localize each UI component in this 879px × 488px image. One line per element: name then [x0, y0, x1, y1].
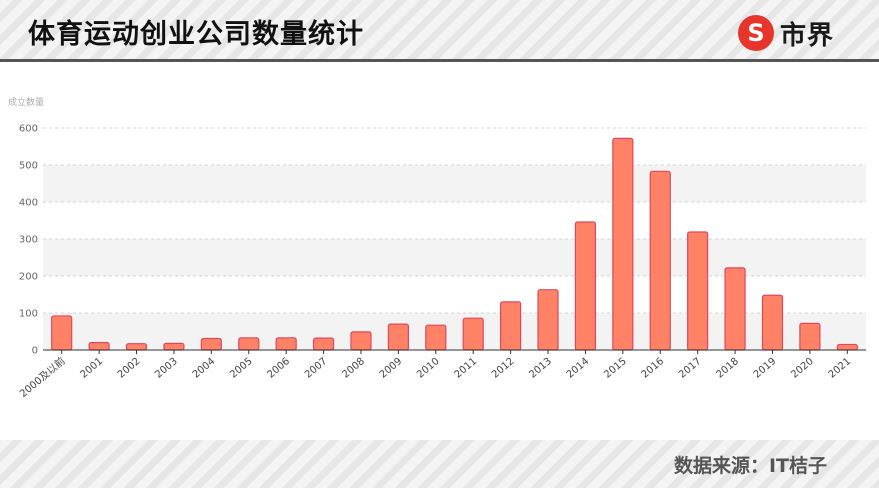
grid-band — [43, 165, 866, 202]
y-tick-label: 200 — [19, 272, 38, 283]
y-axis-ticks: 0 100 200 300 400 500 600 — [19, 124, 38, 357]
bar — [500, 301, 522, 351]
x-tick-label: 2021 — [827, 356, 854, 381]
bar — [649, 170, 671, 351]
bar — [163, 342, 185, 351]
bar — [275, 337, 297, 351]
bar — [761, 294, 784, 351]
x-tick-label: 2019 — [752, 356, 779, 381]
x-tick-label: 2018 — [714, 356, 741, 381]
bar — [724, 267, 746, 351]
header-banner: 体育运动创业公司数量统计 S 市界 — [0, 0, 879, 62]
brand-logo-text: 市界 — [780, 20, 835, 51]
bar — [425, 324, 447, 351]
y-tick-label: 0 — [32, 346, 38, 357]
y-tick-label: 500 — [19, 161, 38, 172]
x-tick-label: 2006 — [266, 356, 293, 381]
bar — [51, 315, 73, 351]
footer-banner: 数据来源：IT桔子 — [0, 440, 879, 488]
bar — [312, 337, 335, 351]
x-tick-label: 2011 — [453, 356, 480, 381]
x-axis-ticks: 2000及以前 2001 2002 2003 2004 2005 2006 2007 2008 2… — [17, 350, 853, 400]
x-tick-label: 2010 — [415, 356, 442, 381]
bar — [125, 343, 148, 351]
x-tick-label: 2012 — [490, 356, 517, 381]
bar — [574, 221, 597, 351]
x-tick-label: 2005 — [228, 356, 255, 381]
y-tick-label: 400 — [19, 198, 38, 209]
bar — [350, 331, 372, 351]
x-tick-label: 2007 — [303, 356, 330, 381]
bar — [238, 337, 260, 351]
x-tick-label: 2020 — [789, 356, 816, 381]
x-tick-label: 2009 — [378, 356, 405, 381]
bar — [836, 343, 858, 351]
x-tick-label: 2015 — [602, 356, 629, 381]
x-tick-label: 2003 — [153, 356, 180, 381]
x-tick-label: 2002 — [116, 356, 143, 381]
y-tick-label: 600 — [19, 124, 38, 135]
x-tick-label: 2017 — [677, 356, 704, 381]
x-tick-label: 2013 — [527, 356, 554, 381]
source-label: 数据来源：IT桔子 — [673, 455, 827, 477]
bar — [687, 231, 709, 351]
x-tick-label: 2001 — [78, 356, 105, 381]
bar — [200, 337, 222, 351]
bar — [88, 342, 110, 351]
bar — [612, 137, 634, 351]
x-tick-label: 2016 — [640, 356, 667, 381]
bar — [799, 322, 821, 351]
bar-chart: 成立数量 0 100 200 300 400 500 600 2000及以前 2001 2002… — [8, 96, 866, 400]
x-tick-label: 2008 — [340, 356, 367, 381]
y-tick-label: 100 — [19, 309, 38, 320]
x-tick-label: 2004 — [191, 356, 218, 381]
y-axis-label: 成立数量 — [8, 96, 44, 108]
brand-logo: S 市界 — [738, 13, 834, 53]
brand-logo-icon: S — [738, 15, 774, 51]
x-tick-label: 2014 — [565, 356, 592, 381]
bar — [387, 323, 409, 351]
y-tick-label: 300 — [19, 235, 38, 246]
x-tick-label: 2000及以前 — [17, 354, 68, 400]
bar — [537, 289, 559, 351]
bar — [462, 317, 484, 351]
page-title: 体育运动创业公司数量统计 — [28, 19, 364, 50]
